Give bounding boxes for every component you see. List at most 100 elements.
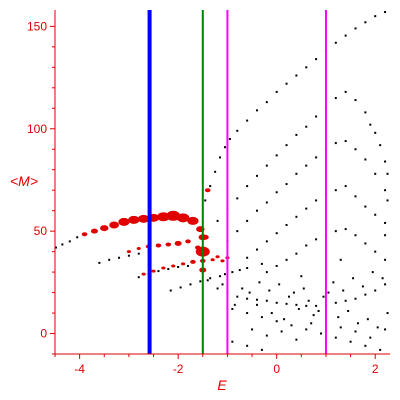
black-data-point-57 (295, 133, 298, 136)
black-data-point-107 (305, 244, 308, 247)
black-data-point-154 (268, 289, 271, 292)
black-data-point-21 (209, 277, 212, 280)
black-data-point-79 (315, 156, 318, 159)
black-data-point-76 (285, 183, 288, 186)
red-data-point-6 (138, 214, 150, 223)
black-data-point-101 (374, 213, 377, 216)
black-data-point-167 (251, 328, 254, 331)
black-data-point-110 (334, 230, 337, 233)
black-data-point-78 (305, 164, 308, 167)
black-data-point-111 (344, 228, 347, 231)
black-data-point-95 (315, 199, 318, 202)
black-data-point-114 (374, 250, 377, 253)
black-data-point-131 (354, 297, 357, 300)
black-data-point-53 (255, 174, 258, 177)
black-data-point-26 (246, 267, 249, 269)
black-data-point-165 (376, 326, 379, 329)
black-data-point-191 (339, 258, 342, 261)
axes-layer (54, 10, 390, 355)
black-data-point-82 (344, 140, 347, 143)
red-data-point-25 (151, 269, 156, 273)
black-data-point-94 (305, 207, 308, 210)
black-data-point-137 (260, 316, 263, 319)
red-data-point-3 (109, 221, 120, 229)
red-data-point-16 (136, 247, 141, 251)
black-data-point-141 (320, 332, 323, 335)
black-data-point-116 (206, 279, 209, 282)
black-data-point-174 (354, 330, 357, 333)
black-data-point-2 (68, 240, 71, 243)
black-data-point-113 (364, 242, 367, 245)
red-data-point-9 (166, 210, 181, 221)
red-data-point-4 (118, 217, 130, 226)
black-data-point-24 (231, 271, 234, 274)
black-data-point-15 (177, 265, 180, 268)
black-data-point-11 (137, 276, 140, 279)
black-data-point-176 (384, 328, 387, 331)
black-data-point-66 (374, 131, 377, 134)
black-data-point-163 (356, 322, 359, 325)
black-data-point-93 (295, 215, 298, 218)
black-data-point-85 (374, 172, 377, 175)
black-data-point-175 (369, 336, 372, 339)
black-data-point-188 (371, 271, 374, 274)
black-data-point-34 (246, 119, 249, 122)
black-data-point-187 (361, 285, 364, 288)
x-tick-label-1: -2 (173, 362, 184, 376)
black-data-point-55 (275, 154, 278, 157)
black-data-point-105 (285, 258, 288, 261)
black-data-point-43 (334, 41, 337, 44)
black-data-point-13 (157, 270, 160, 273)
black-data-point-156 (288, 295, 291, 298)
black-data-point-115 (384, 258, 387, 261)
black-data-point-185 (342, 289, 345, 292)
black-data-point-5 (98, 261, 101, 264)
black-data-point-68 (384, 160, 387, 163)
black-data-point-120 (246, 297, 249, 300)
black-data-point-125 (295, 303, 298, 306)
black-data-point-171 (310, 322, 313, 325)
black-data-point-184 (332, 281, 335, 284)
black-data-point-61 (334, 97, 337, 100)
black-data-point-183 (322, 295, 325, 298)
black-data-point-157 (297, 307, 300, 310)
y-tick-label-0: 0 (40, 327, 47, 341)
black-data-point-177 (255, 303, 258, 306)
black-data-point-45 (354, 27, 357, 30)
x-tick-label-3: 2 (372, 362, 379, 376)
black-data-point-9 (137, 252, 140, 255)
black-data-point-130 (344, 299, 347, 302)
black-data-point-148 (260, 348, 263, 351)
red-data-point-32 (220, 259, 225, 263)
vertical-lines-layer (147, 10, 327, 354)
black-data-point-103 (265, 271, 268, 274)
y-tick-label-3: 150 (27, 19, 47, 33)
black-data-point-168 (265, 334, 268, 337)
black-data-point-99 (354, 195, 357, 198)
red-data-point-14 (204, 188, 211, 193)
x-axis-title: E (217, 377, 227, 393)
black-data-point-153 (258, 281, 261, 284)
black-data-point-127 (315, 304, 318, 307)
black-data-point-162 (347, 310, 350, 312)
black-data-point-83 (354, 148, 357, 151)
black-data-point-7 (118, 256, 121, 259)
black-data-point-181 (302, 287, 305, 290)
red-data-point-28 (180, 262, 186, 266)
black-data-point-100 (364, 205, 367, 208)
black-data-point-22 (219, 275, 222, 278)
black-data-point-92 (285, 224, 288, 226)
black-data-point-145 (379, 348, 382, 351)
black-data-point-65 (369, 123, 372, 126)
red-data-point-2 (100, 225, 109, 232)
black-data-point-47 (374, 15, 377, 18)
black-data-point-33 (236, 129, 239, 132)
x-tick-label-2: 0 (273, 362, 280, 376)
black-data-point-58 (305, 125, 308, 128)
black-data-point-146 (231, 340, 234, 343)
black-data-point-106 (295, 252, 298, 255)
black-data-point-18 (179, 286, 182, 289)
black-data-point-20 (199, 280, 202, 283)
red-data-point-26 (161, 266, 166, 270)
black-data-point-40 (305, 66, 308, 69)
